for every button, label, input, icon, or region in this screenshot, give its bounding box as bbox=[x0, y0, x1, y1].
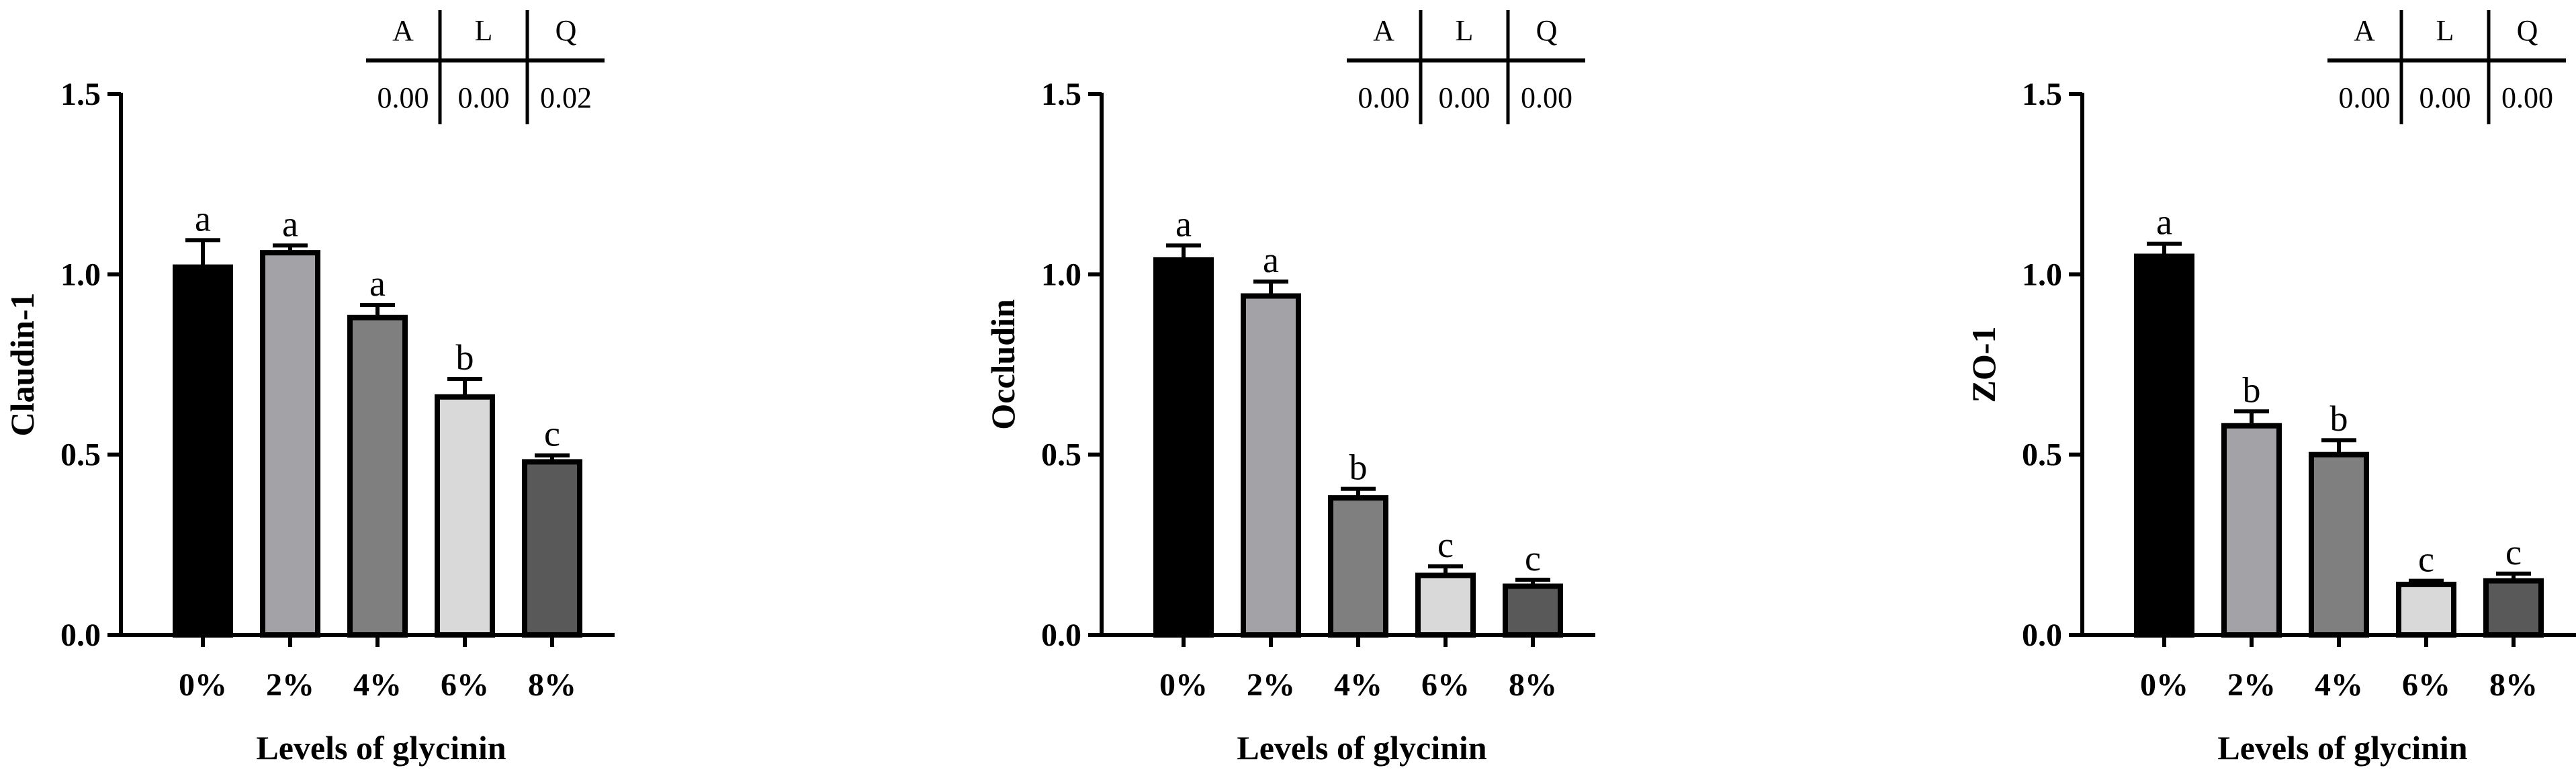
bar-6pct bbox=[1415, 572, 1476, 638]
x-tick-label: 4% bbox=[353, 667, 402, 703]
x-tick-label: 2% bbox=[266, 667, 314, 703]
significance-letter: b bbox=[2243, 370, 2261, 410]
y-tick-label: 1.5 bbox=[2022, 77, 2062, 112]
significance-letter: a bbox=[1175, 204, 1192, 244]
bar-0pct bbox=[2134, 253, 2194, 638]
stats-value: 0.00 bbox=[1358, 81, 1410, 114]
stats-value: 0.00 bbox=[2339, 81, 2391, 114]
y-tick-label: 0.5 bbox=[1041, 437, 1081, 473]
stats-value: 0.00 bbox=[2501, 81, 2553, 114]
x-tick-label: 2% bbox=[2227, 667, 2276, 703]
y-tick-label: 0.5 bbox=[60, 437, 101, 473]
bar-6pct bbox=[2396, 581, 2456, 638]
bar-8pct bbox=[2483, 578, 2544, 638]
x-tick-label: 8% bbox=[528, 667, 576, 703]
x-axis-title: Levels of glycinin bbox=[256, 729, 506, 767]
stats-header: L bbox=[1456, 14, 1474, 47]
stats-value: 0.02 bbox=[540, 81, 592, 114]
y-axis-title: ZO-1 bbox=[1965, 327, 2002, 403]
stats-header: A bbox=[2354, 14, 2375, 47]
significance-letter: b bbox=[1349, 447, 1368, 488]
x-tick-label: 6% bbox=[1421, 667, 1470, 703]
x-tick-label: 0% bbox=[2140, 667, 2188, 703]
stats-value: 0.00 bbox=[1439, 81, 1491, 114]
stats-value: 0.00 bbox=[458, 81, 510, 114]
bar-4pct bbox=[1328, 495, 1388, 638]
stats-header: Q bbox=[2517, 14, 2538, 47]
y-tick-label: 0.0 bbox=[2022, 617, 2062, 653]
stats-header: L bbox=[2436, 14, 2454, 47]
significance-letter: a bbox=[369, 263, 386, 304]
bar-0pct bbox=[1153, 257, 1214, 638]
y-tick-label: 0.0 bbox=[1041, 617, 1081, 653]
bar-2pct bbox=[2221, 423, 2282, 638]
bar-8pct bbox=[522, 459, 582, 638]
y-tick-label: 0.5 bbox=[2022, 437, 2062, 473]
stats-header: A bbox=[1373, 14, 1394, 47]
chart-panel-2: 0.0 0.5 1.0 1.5 Occludin a 0% a 2% b 4% c 6% c 8% Level… bbox=[984, 10, 1595, 767]
stats-header: Q bbox=[1536, 14, 1558, 47]
significance-letter: c bbox=[2505, 532, 2522, 572]
significance-letter: a bbox=[195, 198, 211, 239]
x-tick-label: 0% bbox=[1159, 667, 1208, 703]
x-axis-title: Levels of glycinin bbox=[2217, 729, 2467, 767]
y-tick-label: 0.0 bbox=[60, 617, 101, 653]
x-tick-label: 0% bbox=[179, 667, 227, 703]
significance-letter: b bbox=[2330, 398, 2348, 439]
x-tick-label: 8% bbox=[2489, 667, 2538, 703]
bar-4pct bbox=[347, 314, 408, 638]
stats-header: Q bbox=[556, 14, 577, 47]
y-tick-label: 1.5 bbox=[60, 77, 101, 112]
y-tick-label: 1.5 bbox=[1041, 77, 1081, 112]
chart-panel-1: 0.0 0.5 1.0 1.5 Claudin-1 a 0% a 2% a 4% b 6% c 8% Leve… bbox=[3, 10, 615, 767]
y-tick-label: 1.0 bbox=[60, 257, 101, 292]
stats-header: L bbox=[475, 14, 493, 47]
significance-letter: c bbox=[1437, 525, 1454, 565]
significance-letter: a bbox=[1263, 240, 1279, 280]
y-tick-label: 1.0 bbox=[1041, 257, 1081, 292]
x-axis-title: Levels of glycinin bbox=[1237, 729, 1486, 767]
chart-panel-3: 0.0 0.5 1.0 1.5 ZO-1 a 0% b 2% b 4% c 6% c 8% Levels of… bbox=[1965, 10, 2576, 767]
stats-value: 0.00 bbox=[2419, 81, 2471, 114]
x-tick-label: 8% bbox=[1509, 667, 1557, 703]
y-axis-title: Claudin-1 bbox=[3, 293, 41, 437]
y-tick-label: 1.0 bbox=[2022, 257, 2062, 292]
x-tick-label: 4% bbox=[1334, 667, 1382, 703]
x-tick-label: 4% bbox=[2315, 667, 2363, 703]
stats-header: A bbox=[392, 14, 414, 47]
bar-2pct bbox=[260, 250, 320, 638]
significance-letter: c bbox=[544, 414, 560, 454]
bar-0pct bbox=[173, 264, 233, 638]
bar-2pct bbox=[1241, 293, 1301, 638]
x-tick-label: 6% bbox=[2402, 667, 2450, 703]
significance-letter: a bbox=[282, 204, 298, 244]
bar-8pct bbox=[1503, 583, 1563, 638]
significance-letter: c bbox=[1525, 538, 1541, 578]
x-tick-label: 2% bbox=[1247, 667, 1295, 703]
significance-letter: c bbox=[2418, 540, 2434, 580]
significance-letter: b bbox=[456, 337, 474, 378]
x-tick-label: 6% bbox=[441, 667, 489, 703]
y-axis-title: Occludin bbox=[984, 299, 1022, 430]
bar-6pct bbox=[435, 394, 495, 638]
bar-4pct bbox=[2309, 451, 2369, 638]
significance-letter: a bbox=[2156, 202, 2172, 243]
stats-value: 0.00 bbox=[1521, 81, 1572, 114]
stats-value: 0.00 bbox=[377, 81, 429, 114]
